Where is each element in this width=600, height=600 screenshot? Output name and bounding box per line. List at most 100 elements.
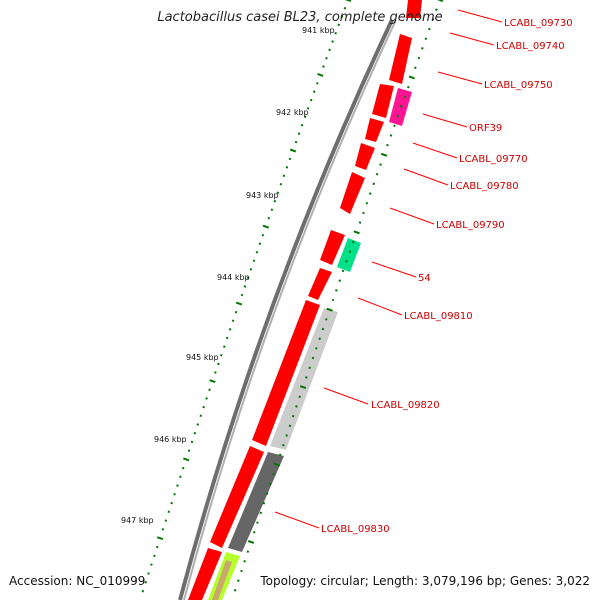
leader-orf39 <box>422 113 468 128</box>
scale-tick <box>279 182 283 186</box>
gene-label-lcabl-09750[interactable]: LCABL_09750 <box>484 80 553 91</box>
scale-tick <box>285 166 289 169</box>
scale-tick <box>365 201 369 205</box>
gene-label-lcabl-09820[interactable]: LCABL_09820 <box>371 400 440 411</box>
scale-tick <box>375 172 379 176</box>
tick-label-945: 945 kbp <box>186 353 219 362</box>
gene-feature-lcabl-09830-highlight[interactable] <box>228 452 284 552</box>
scale-tick <box>205 397 208 400</box>
scale-tick <box>424 37 428 41</box>
gene-label-lcabl-09730[interactable]: LCABL_09730 <box>504 18 573 29</box>
tick-label-947: 947 kbp <box>121 516 154 525</box>
scale-tick <box>217 362 220 366</box>
gene-feature-lcabl-09770[interactable] <box>365 118 384 142</box>
scale-tick <box>380 152 388 157</box>
leader-lcabl-09790 <box>389 207 435 225</box>
tick-label-944: 944 kbp <box>217 273 250 282</box>
gene-feature-lcabl-09820[interactable] <box>252 300 320 446</box>
scale-tick <box>208 388 211 392</box>
leader-lcabl-09740 <box>449 32 495 46</box>
scale-tick <box>246 276 250 280</box>
leader-lcabl-09750 <box>437 71 483 85</box>
scale-tick <box>379 163 382 166</box>
scale-tick <box>262 224 270 229</box>
scale-tick <box>196 423 200 426</box>
gene-feature-lcabl-09750[interactable] <box>372 84 394 118</box>
leader-lcabl-09820 <box>323 387 369 405</box>
scale-tick <box>317 72 324 77</box>
scale-tick <box>386 143 389 147</box>
scale-tick <box>351 240 355 244</box>
scale-tick <box>315 347 318 350</box>
scale-tick <box>249 268 253 271</box>
gene-feature-lcabl-09820-highlight[interactable] <box>270 308 338 450</box>
scale-tick <box>247 540 255 544</box>
scale-tick <box>240 569 243 573</box>
scale-tick <box>153 554 156 558</box>
leader-lcabl-09810 <box>357 297 403 316</box>
scale-tick <box>228 328 232 331</box>
gene-feature-lcabl-09730[interactable] <box>406 0 422 18</box>
gene-feature-lcabl-09800[interactable] <box>320 230 345 265</box>
scale-tick <box>400 105 403 108</box>
leader-54 <box>371 261 417 278</box>
label-leader-lines <box>274 9 503 529</box>
scale-tick <box>288 157 292 161</box>
scale-tick <box>340 15 344 18</box>
gene-feature-lcabl-09790[interactable] <box>340 172 365 214</box>
gene-label-54[interactable]: 54 <box>418 273 431 284</box>
gene-label-lcabl-09830[interactable]: LCABL_09830 <box>321 524 390 535</box>
gene-feature-lcabl-09740[interactable] <box>389 34 412 84</box>
gene-feature-54[interactable] <box>337 238 361 272</box>
scale-tick <box>311 356 315 360</box>
scale-tick <box>435 8 438 11</box>
gene-label-lcabl-09810[interactable]: LCABL_09810 <box>404 311 473 322</box>
gene-label-lcabl-09740[interactable]: LCABL_09740 <box>496 41 565 52</box>
inner-scale-ticks <box>233 0 444 592</box>
scale-tick <box>282 443 285 447</box>
gene-label-lcabl-09770[interactable]: LCABL_09770 <box>459 154 528 165</box>
map-title: Lactobacillus casei BL23, complete genom… <box>157 10 443 25</box>
scale-tick <box>337 23 341 27</box>
scale-tick <box>396 114 400 118</box>
scale-tick <box>338 279 342 282</box>
scale-tick <box>193 431 197 435</box>
scale-tick <box>282 174 286 178</box>
scale-tick <box>276 191 280 195</box>
scale-tick <box>322 65 325 68</box>
scale-tick <box>267 216 271 220</box>
scale-tick <box>325 318 328 321</box>
scale-tick <box>285 434 288 437</box>
scale-tick <box>202 405 205 409</box>
leader-lcabl-09770 <box>412 142 458 159</box>
scale-tick <box>222 345 226 348</box>
scale-tick <box>181 466 185 470</box>
scale-tick <box>179 475 182 479</box>
scale-tick <box>259 511 263 515</box>
scale-tick <box>316 81 319 85</box>
scale-tick <box>256 521 259 524</box>
gene-label-lcabl-09780[interactable]: LCABL_09780 <box>450 181 519 192</box>
scale-tick <box>308 366 311 370</box>
scale-tick <box>164 519 168 522</box>
gene-feature-lcabl-09830[interactable] <box>210 446 264 548</box>
gene-label-orf39[interactable]: ORF39 <box>469 123 502 134</box>
gene-label-lcabl-09790[interactable]: LCABL_09790 <box>436 220 505 231</box>
scale-tick <box>176 484 179 487</box>
scale-tick <box>309 98 313 102</box>
scale-tick <box>262 501 266 505</box>
gene-feature-lower-1[interactable] <box>188 548 222 600</box>
gene-feature-lower-3[interactable] <box>212 560 232 600</box>
scale-tick <box>278 453 282 457</box>
scale-tick <box>270 208 274 211</box>
scale-tick <box>300 123 304 127</box>
gene-feature-lcabl-09780[interactable] <box>355 143 375 170</box>
scale-tick <box>414 66 417 70</box>
gene-feature-lcabl-09810[interactable] <box>308 268 332 300</box>
scale-tick <box>243 285 247 288</box>
scale-tick <box>299 385 307 390</box>
leader-lcabl-09830 <box>274 511 320 529</box>
scale-tick <box>261 233 265 237</box>
scale-tick <box>428 27 431 31</box>
scale-tick <box>331 40 334 43</box>
